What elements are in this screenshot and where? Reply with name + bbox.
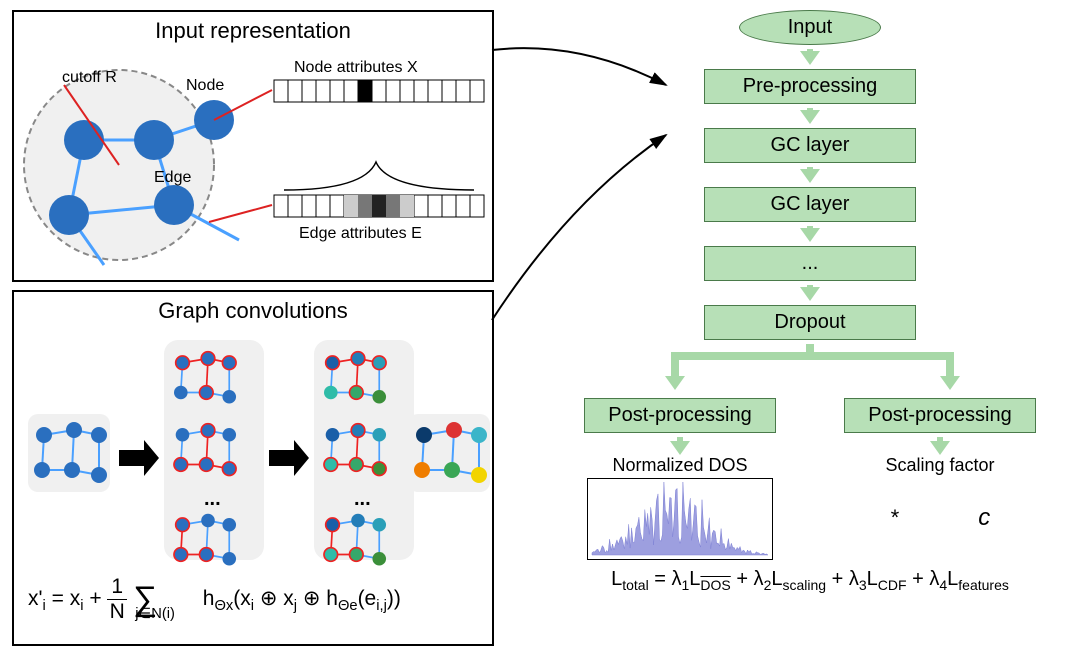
- flow-dots: ...: [704, 246, 916, 281]
- flow-post1: Post-processing: [584, 398, 776, 433]
- panel-title: Input representation: [14, 18, 492, 44]
- input-repr-diagram: cutoff R Node Edge Node attributes X: [14, 50, 492, 280]
- star: *: [890, 505, 899, 531]
- panel-title-gc: Graph convolutions: [14, 298, 492, 324]
- flowchart: Input Pre-processing GC layer GC layer .…: [560, 6, 1060, 593]
- edge-attr-label: Edge attributes E: [299, 225, 422, 242]
- flow-gc1: GC layer: [704, 128, 916, 163]
- dos-plot: [587, 478, 773, 560]
- gc-equation: x'i = xi + 1N ∑j∈N(i) hΘx(xi ⊕ xj ⊕ hΘe(…: [14, 575, 492, 624]
- flow-preproc: Pre-processing: [704, 69, 916, 104]
- svg-text:...: ...: [204, 488, 221, 510]
- flow-post2: Post-processing: [844, 398, 1036, 433]
- svg-text:...: ...: [354, 488, 371, 510]
- cutoff-label: cutoff R: [62, 69, 117, 86]
- scaling-label: Scaling factor: [844, 455, 1036, 476]
- norm-dos-label: Normalized DOS: [584, 455, 776, 476]
- flow-dropout: Dropout: [704, 305, 916, 340]
- panel-graph-conv: Graph convolutions ... ...: [12, 290, 494, 646]
- node-label: Node: [186, 77, 224, 94]
- flow-input: Input: [739, 10, 881, 45]
- panel-input-representation: Input representation cutoff R Node Edge …: [12, 10, 494, 282]
- c-factor: c: [978, 504, 990, 532]
- flow-split: [580, 344, 1040, 394]
- edge-label: Edge: [154, 169, 191, 186]
- graph-conv-diagram: ... ...: [14, 330, 492, 570]
- loss-equation: Ltotal = λ1LDOS + λ2Lscaling + λ3LCDF + …: [560, 568, 1060, 593]
- node-attr-label: Node attributes X: [294, 59, 418, 76]
- flow-gc2: GC layer: [704, 187, 916, 222]
